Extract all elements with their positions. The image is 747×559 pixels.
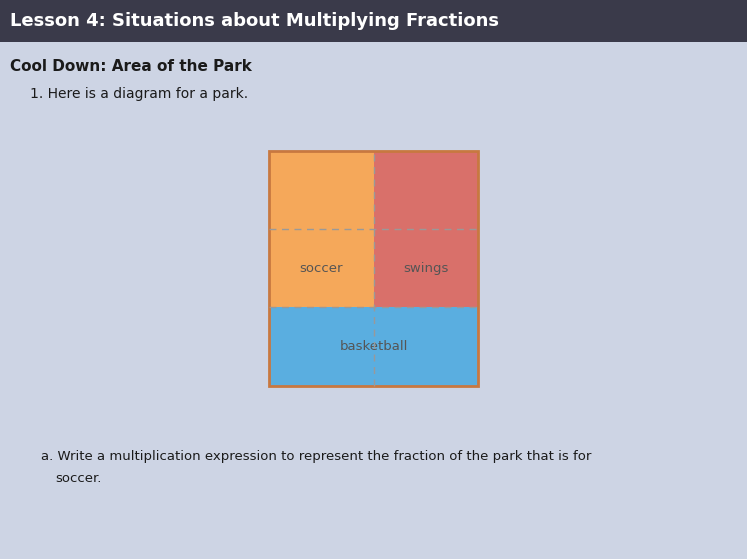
Text: swings: swings [403, 262, 448, 274]
Text: soccer.: soccer. [55, 472, 102, 485]
Bar [269, 229, 374, 307]
Bar [269, 151, 478, 386]
Text: Lesson 4: Situations about Multiplying Fractions: Lesson 4: Situations about Multiplying F… [10, 12, 499, 30]
Bar [269, 151, 374, 229]
Text: basketball: basketball [339, 340, 408, 353]
Bar [269, 307, 478, 386]
Text: 1. Here is a diagram for a park.: 1. Here is a diagram for a park. [30, 87, 248, 101]
Text: soccer: soccer [300, 262, 343, 274]
Bar [0, 0, 747, 42]
Bar [374, 151, 478, 229]
Text: Cool Down: Area of the Park: Cool Down: Area of the Park [10, 59, 252, 74]
Text: a. Write a multiplication expression to represent the fraction of the park that : a. Write a multiplication expression to … [41, 450, 592, 463]
Bar [374, 229, 478, 307]
